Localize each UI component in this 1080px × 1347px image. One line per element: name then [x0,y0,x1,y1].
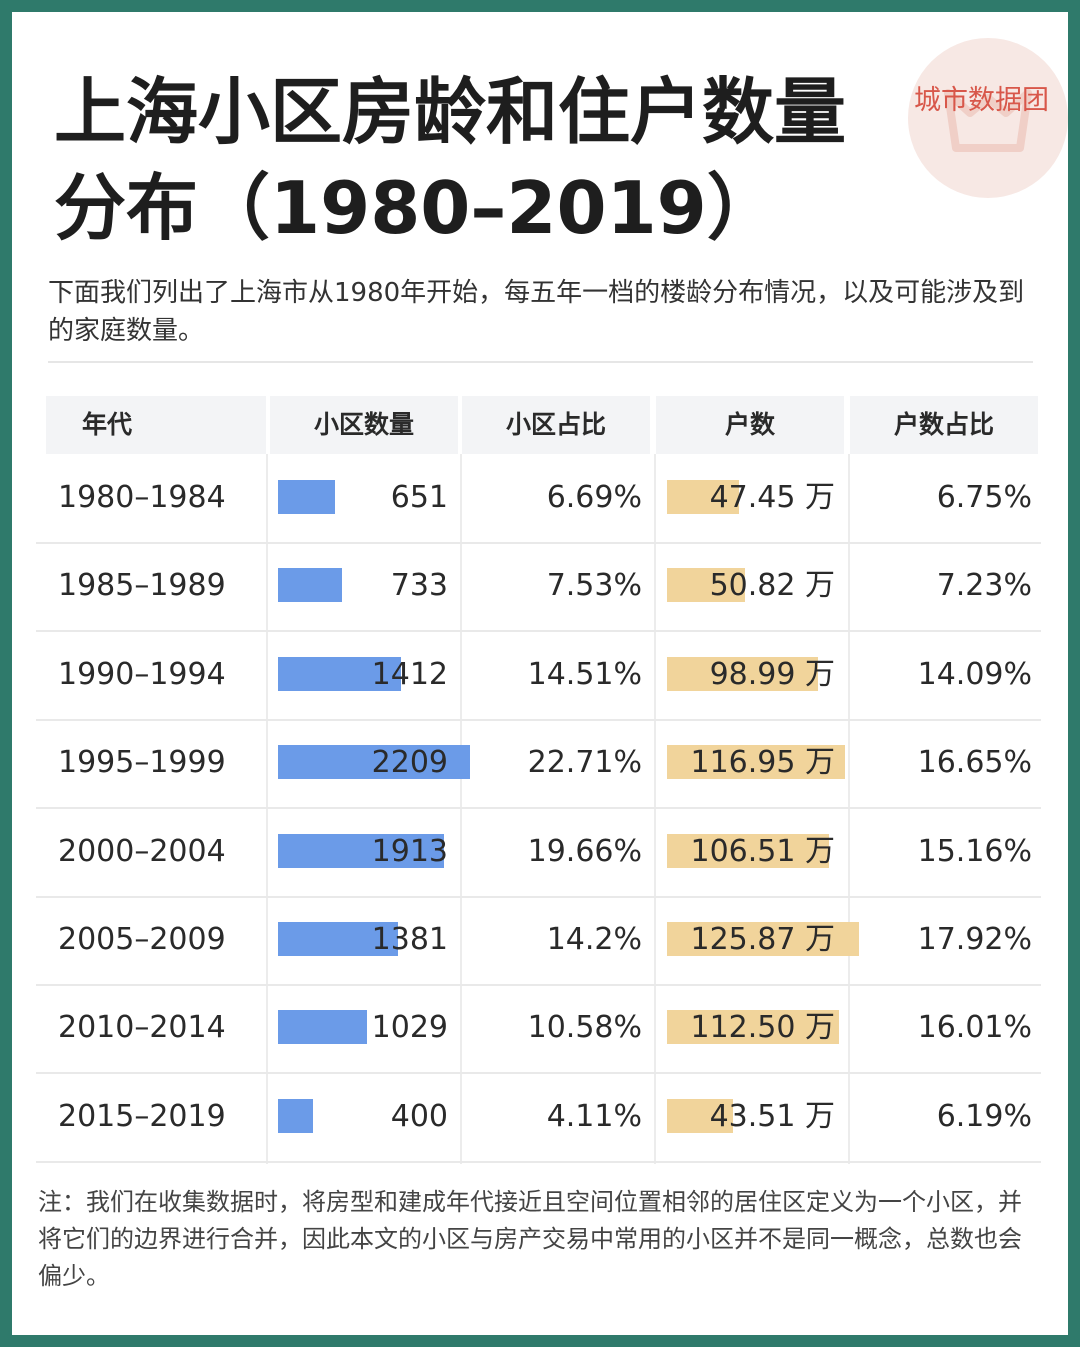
community-bar [278,833,445,868]
household-bar [667,745,846,780]
cell-communities: 1412 [371,656,448,692]
page-title: 上海小区房龄和住户数量分布（1980–2019） [54,70,847,250]
cell-household-share: 15.16% [917,833,1032,869]
cell-community-share: 22.71% [527,745,642,781]
divider [48,361,1033,363]
cell-community-share: 19.66% [527,833,642,869]
table-row: 2015–2019 400 4.11% 43.51 万 6.19% [36,1073,1041,1163]
cell-communities: 1913 [371,833,448,869]
footnote: 注：我们在收集数据时，将房型和建成年代接近且空间位置相邻的居住区定义为一个小区，… [38,1188,1022,1290]
cell-community-share: 14.51% [527,656,642,692]
cell-households: 50.82 万 [709,568,835,604]
community-bar [278,1010,368,1045]
cell-household-share: 16.65% [917,745,1032,781]
header-period: 年代 [46,396,266,454]
cell-households: 112.50 万 [690,1010,835,1046]
cell-communities: 1029 [371,1010,448,1046]
cell-community-share: 4.11% [546,1098,642,1134]
household-bar [667,656,818,691]
brand-name: 城市数据团 [914,85,1049,116]
cell-household-share: 14.09% [917,656,1032,692]
table-row: 1980–1984 651 6.69% 47.45 万 6.75% [36,454,1041,544]
table-row: 2005–2009 1381 14.2% 125.87 万 17.92% [36,896,1041,986]
cell-households: 43.51 万 [709,1098,835,1134]
infographic-card: 城市数据团 上海小区房龄和住户数量分布（1980–2019） 下面我们列出了上海… [12,12,1068,1335]
community-bar [278,480,335,514]
household-bar [667,480,740,514]
table-row: 2000–2004 1913 19.66% 106.51 万 15.16% [36,808,1041,898]
household-bar [667,1098,734,1133]
cell-household-share: 6.19% [936,1098,1032,1134]
header-communities: 小区数量 [270,396,458,454]
cell-period: 2000–2004 [58,833,226,869]
cell-period: 2010–2014 [58,1010,226,1046]
table-row: 1985–1989 733 7.53% 50.82 万 7.23% [36,542,1041,633]
community-bar [278,1098,313,1133]
brand-logo [908,38,1068,198]
cell-household-share: 7.23% [936,568,1032,604]
cell-communities: 651 [390,480,448,515]
cell-households: 116.95 万 [690,745,835,781]
cell-household-share: 17.92% [917,922,1032,957]
household-bar [667,568,745,603]
cell-household-share: 16.01% [917,1010,1032,1046]
cell-households: 125.87 万 [690,922,835,957]
cell-communities: 2209 [371,745,448,781]
header-households: 户数 [656,396,844,454]
community-bar [278,745,470,780]
cat-logo-icon [944,89,1032,152]
cell-community-share: 10.58% [527,1010,642,1046]
cell-household-share: 6.75% [936,480,1032,515]
cell-communities: 400 [390,1098,448,1134]
cell-community-share: 14.2% [546,922,642,957]
household-bar [667,833,830,868]
household-bar [667,922,859,956]
cell-communities: 1381 [371,922,448,957]
community-bar [278,568,342,603]
table-row: 2010–2014 1029 10.58% 112.50 万 16.01% [36,984,1041,1075]
header-community-share: 小区占比 [462,396,650,454]
cell-households: 47.45 万 [709,480,835,515]
household-bar [667,1010,839,1045]
table-row: 1990–1994 1412 14.51% 98.99 万 14.09% [36,631,1041,721]
community-bar [278,922,399,956]
cell-period: 1980–1984 [58,480,226,515]
cell-period: 1985–1989 [58,568,226,604]
header-household-share: 户数占比 [850,396,1038,454]
intro-text: 下面我们列出了上海市从1980年开始，每五年一档的楼龄分布情况，以及可能涉及到的… [48,278,1025,346]
cell-households: 98.99 万 [709,656,835,692]
cell-communities: 733 [390,568,448,604]
cell-community-share: 6.69% [546,480,642,515]
cell-period: 1990–1994 [58,656,226,692]
cell-period: 2015–2019 [58,1098,226,1134]
cell-households: 106.51 万 [690,833,835,869]
cell-community-share: 7.53% [546,568,642,604]
community-bar [278,656,401,691]
cell-period: 2005–2009 [58,922,226,957]
cell-period: 1995–1999 [58,745,226,781]
table-row: 1995–1999 2209 22.71% 116.95 万 16.65% [36,719,1041,810]
